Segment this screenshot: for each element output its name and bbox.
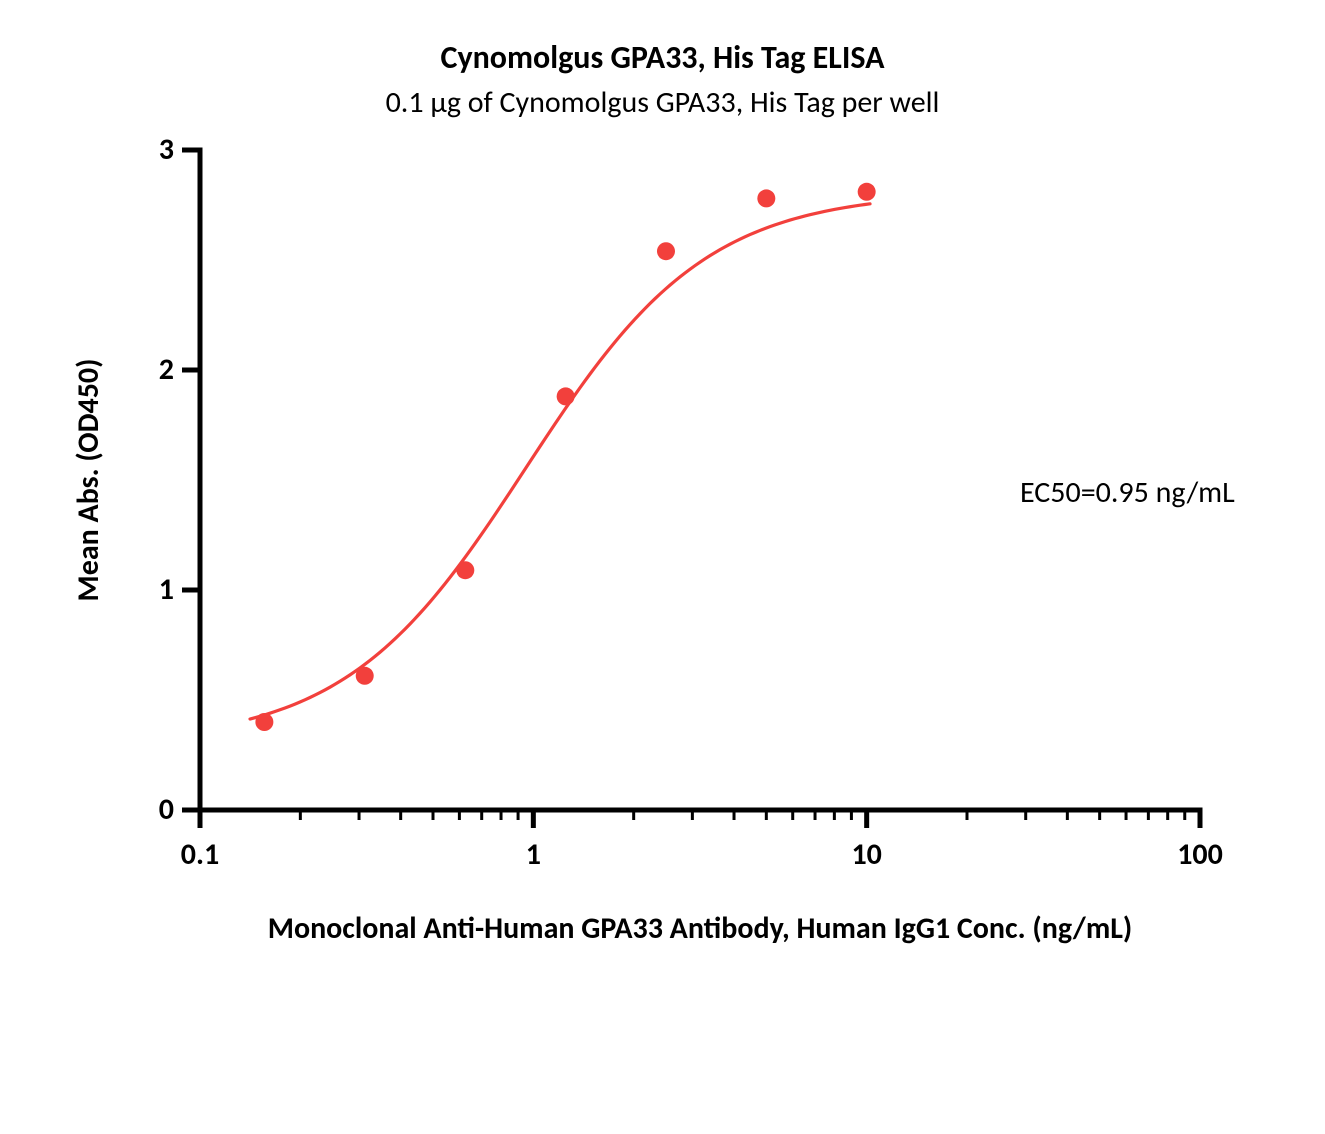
data-point	[456, 561, 474, 579]
ec50-annotation: EC50=0.95 ng/mL	[1020, 474, 1235, 511]
x-axis-label: Monoclonal Anti-Human GPA33 Antibody, Hu…	[100, 910, 1300, 947]
y-tick-label: 3	[114, 131, 174, 168]
y-tick-label: 0	[114, 791, 174, 828]
data-point	[557, 387, 575, 405]
data-point	[757, 189, 775, 207]
fit-curve	[250, 204, 870, 719]
chart-title: Cynomolgus GPA33, His Tag ELISA	[0, 38, 1325, 77]
data-point	[858, 183, 876, 201]
y-tick-label: 2	[114, 351, 174, 388]
x-tick-label: 1	[473, 836, 593, 873]
x-tick-label: 0.1	[140, 836, 260, 873]
data-point	[255, 713, 273, 731]
x-tick-label: 10	[807, 836, 927, 873]
figure-canvas: Cynomolgus GPA33, His Tag ELISA 0.1 μg o…	[0, 0, 1325, 1134]
chart-subtitle: 0.1 μg of Cynomolgus GPA33, His Tag per …	[0, 84, 1325, 121]
data-point	[657, 242, 675, 260]
y-axis-label: Mean Abs. (OD450)	[70, 330, 107, 630]
data-point	[356, 667, 374, 685]
x-tick-label: 100	[1140, 836, 1260, 873]
y-tick-label: 1	[114, 571, 174, 608]
